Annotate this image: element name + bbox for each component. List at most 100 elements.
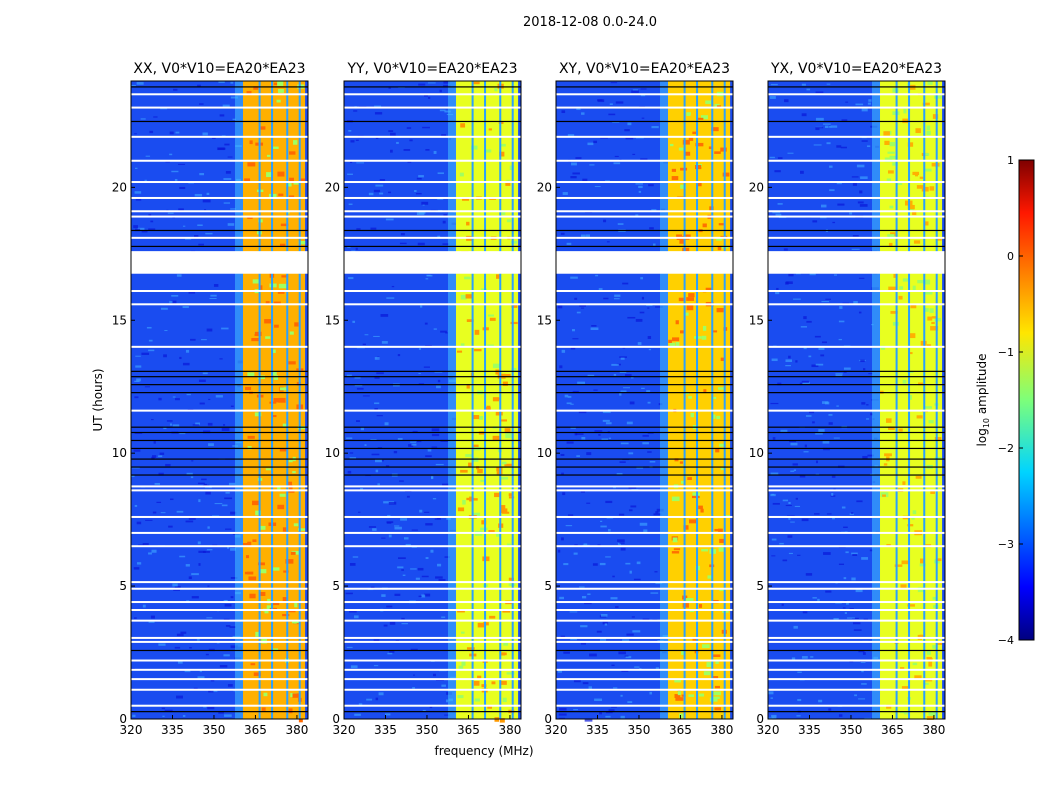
- band-cell: [674, 679, 682, 683]
- band-cell: [912, 662, 918, 666]
- flag-line-black: [131, 466, 308, 468]
- band-right: [305, 81, 308, 719]
- heatmap-cell: [354, 376, 361, 379]
- heatmap-cell: [151, 455, 157, 458]
- heatmap-cell: [374, 408, 378, 411]
- heatmap-cell: [390, 132, 396, 136]
- flag-line-white: [556, 93, 733, 96]
- heatmap-cell: [613, 298, 620, 300]
- heatmap-cell: [609, 103, 613, 105]
- heatmap-cell: [610, 597, 618, 600]
- x-tick-label: 350: [416, 723, 439, 737]
- heatmap-cell: [849, 513, 854, 515]
- band-cell: [287, 490, 295, 493]
- heatmap-cell: [173, 88, 178, 91]
- heatmap-cell: [401, 617, 405, 620]
- flag-line-white: [768, 196, 945, 199]
- heatmap-cell: [445, 332, 448, 334]
- heatmap-cell: [172, 396, 176, 398]
- heatmap-cell: [221, 504, 228, 507]
- flag-line-white: [344, 668, 521, 671]
- x-tick-label: 380: [498, 723, 521, 737]
- heatmap-cell: [783, 248, 788, 251]
- band-cell: [711, 330, 718, 333]
- band-cell: [468, 462, 473, 467]
- band-cell: [686, 305, 694, 311]
- flag-line-white: [768, 545, 945, 548]
- band-cell: [499, 718, 505, 723]
- heatmap-cell: [815, 127, 820, 131]
- band-divider: [908, 81, 911, 719]
- band-cell: [681, 650, 685, 655]
- heatmap-cell: [381, 537, 386, 539]
- heatmap-cell: [360, 427, 364, 431]
- band-cell: [722, 172, 730, 177]
- heatmap-cell: [843, 526, 848, 528]
- colorbar-tick-label: 0: [1007, 250, 1014, 263]
- band-cell: [285, 181, 292, 187]
- heatmap-cell: [421, 201, 429, 205]
- heatmap-cell: [439, 109, 446, 112]
- heatmap-cell: [796, 715, 801, 717]
- heatmap-cell: [805, 415, 812, 417]
- heatmap-cell: [825, 590, 832, 593]
- heatmap-cell: [199, 402, 205, 405]
- heatmap-cell: [423, 593, 431, 597]
- heatmap-cell: [641, 117, 645, 119]
- heatmap-cell: [399, 480, 404, 482]
- heatmap-cell: [131, 84, 136, 87]
- heatmap-cell: [812, 220, 818, 223]
- heatmap-cell: [832, 517, 835, 520]
- flag-line-black: [344, 711, 521, 713]
- band-cell: [457, 695, 464, 699]
- heatmap-cell: [785, 281, 789, 285]
- heatmap-cell: [385, 218, 394, 221]
- heatmap-cell: [374, 402, 380, 405]
- flag-line-white: [556, 210, 733, 213]
- heatmap-cell: [219, 358, 223, 360]
- heatmap-cell: [179, 186, 186, 190]
- flag-line-black: [556, 649, 733, 652]
- flag-line-white: [131, 135, 308, 138]
- band-cell: [276, 99, 281, 103]
- band-cell: [250, 663, 256, 666]
- y-tick-label: 10: [112, 446, 127, 460]
- band-cell: [477, 622, 485, 628]
- heatmap-cell: [558, 713, 567, 716]
- heatmap-cell: [142, 604, 146, 608]
- band-cell: [902, 278, 910, 282]
- band-cell: [289, 177, 294, 183]
- heatmap-cell: [197, 482, 205, 485]
- heatmap-cell: [825, 298, 831, 300]
- heatmap-cell: [424, 511, 430, 513]
- heatmap-cell: [857, 201, 864, 204]
- heatmap-cell: [829, 165, 833, 168]
- band-cell: [269, 283, 277, 288]
- heatmap-cell: [205, 653, 209, 656]
- band-cell: [293, 523, 299, 527]
- heatmap-cell: [790, 442, 798, 446]
- flag-line-white: [768, 640, 945, 643]
- band-cell: [489, 317, 496, 321]
- band-cell: [672, 537, 678, 543]
- heatmap-cell: [427, 82, 436, 84]
- flag-line-white: [768, 93, 945, 96]
- band-cell: [469, 496, 474, 502]
- heatmap-cell: [836, 145, 842, 148]
- heatmap-cell: [160, 512, 166, 514]
- heatmap-cell: [358, 703, 363, 706]
- heatmap-cell: [598, 288, 603, 291]
- heatmap-cell: [136, 562, 142, 565]
- heatmap-cell: [771, 358, 778, 362]
- flag-line-white: [344, 93, 521, 96]
- x-tick-label: 335: [798, 723, 821, 737]
- heatmap-cell: [443, 81, 450, 84]
- flag-line-white: [556, 236, 733, 239]
- heatmap-cell: [572, 338, 579, 340]
- band-cell: [899, 286, 904, 290]
- heatmap-cell: [431, 446, 438, 448]
- heatmap-cell: [615, 101, 624, 104]
- heatmap-cell: [620, 547, 626, 551]
- heatmap-cell: [444, 556, 451, 558]
- heatmap-cell: [411, 443, 417, 446]
